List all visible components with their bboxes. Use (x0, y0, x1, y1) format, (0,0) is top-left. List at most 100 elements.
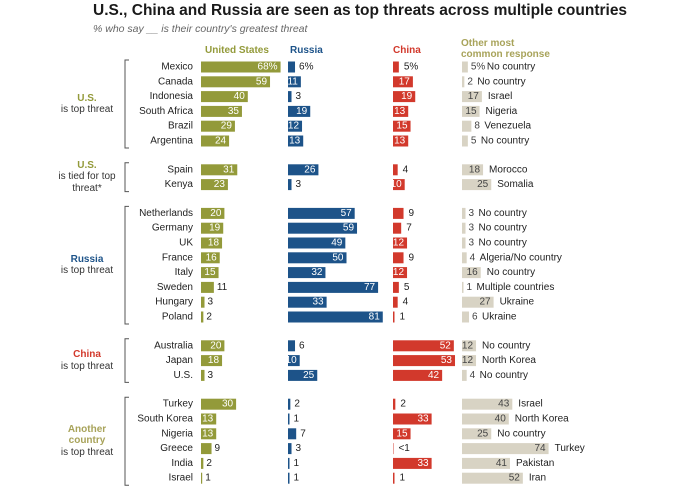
bar-other-france (462, 252, 467, 264)
other-country-argentina: No country (481, 136, 529, 147)
other-country-israel: Iran (529, 473, 546, 484)
bar-us-indonesia (201, 91, 248, 103)
value-other-u-s-: 4 (470, 370, 476, 381)
value-other-australia: 12 (462, 340, 474, 351)
bar-china-germany (393, 222, 402, 234)
group-label-bold: U.S. (77, 92, 97, 104)
value-china-mexico: 5% (404, 62, 419, 73)
bar-other-indonesia (462, 91, 482, 103)
chart-subtitle: % who say __ is their country's greatest… (93, 23, 308, 35)
bar-us-south-africa (201, 105, 242, 117)
value-china-canada: 17 (399, 76, 411, 87)
bar-china-hungary (393, 296, 398, 308)
value-china-uk: 12 (393, 238, 405, 249)
country-label-south-korea: South Korea (137, 414, 193, 425)
country-label-india: India (171, 458, 193, 469)
group-label-text: is top threat (60, 446, 114, 458)
value-other-italy: 16 (467, 267, 479, 278)
bar-china-japan (393, 355, 456, 367)
bar-china-turkey (393, 398, 396, 410)
value-china-australia: 52 (440, 340, 452, 351)
other-country-australia: No country (482, 340, 530, 351)
value-china-nigeria: 15 (396, 428, 408, 439)
group-bracket-4 (124, 396, 129, 486)
other-country-france: Algeria/No country (480, 252, 562, 263)
bar-china-south-korea (393, 413, 432, 425)
group-label-4: Another country is top threat (52, 424, 122, 459)
bar-other-netherlands (462, 207, 466, 219)
value-russia-brazil: 12 (288, 121, 300, 132)
value-us-netherlands: 20 (210, 208, 222, 219)
group-label-1: U.S. is tied for top threat* (52, 160, 122, 195)
country-label-spain: Spain (167, 164, 193, 175)
value-us-france: 16 (206, 252, 218, 263)
value-other-south-korea: 40 (495, 414, 507, 425)
country-label-canada: Canada (158, 76, 193, 87)
bar-other-uk (462, 237, 466, 249)
bar-other-israel (462, 472, 523, 484)
value-other-turkey: 43 (498, 399, 510, 410)
country-label-netherlands: Netherlands (139, 208, 193, 219)
bar-other-south-korea (462, 413, 509, 425)
bar-us-spain (201, 164, 238, 176)
value-us-spain: 31 (223, 164, 235, 175)
group-label-0: U.S. is top threat (52, 93, 122, 116)
other-country-nigeria: No country (497, 428, 545, 439)
value-other-france: 4 (470, 252, 476, 263)
bar-other-japan (462, 355, 477, 367)
value-china-hungary: 4 (403, 297, 409, 308)
value-russia-spain: 26 (304, 164, 316, 175)
other-country-india: Pakistan (516, 458, 554, 469)
bar-other-turkey (462, 398, 513, 410)
other-country-kenya: Somalia (497, 179, 534, 190)
value-us-uk: 18 (208, 238, 220, 249)
value-us-canada: 59 (256, 76, 268, 87)
bar-russia-france (288, 252, 347, 264)
value-china-indonesia: 19 (401, 91, 413, 102)
bar-china-canada (393, 76, 413, 88)
value-us-australia: 20 (210, 340, 222, 351)
value-us-poland: 2 (206, 312, 212, 323)
value-china-turkey: 2 (400, 399, 406, 410)
other-country-netherlands: No country (479, 208, 527, 219)
bar-russia-israel (288, 472, 290, 484)
other-country-uk: No country (479, 238, 527, 249)
country-label-turkey: Turkey (163, 399, 193, 410)
value-other-kenya: 25 (477, 179, 489, 190)
country-label-japan: Japan (166, 355, 193, 366)
value-us-italy: 15 (204, 267, 216, 278)
bar-us-hungary (201, 296, 205, 308)
bar-us-poland (201, 311, 204, 323)
value-other-poland: 6 (472, 312, 478, 323)
other-country-hungary: Ukraine (500, 297, 535, 308)
other-country-sweden: Multiple countries (477, 282, 555, 293)
value-us-turkey: 30 (222, 399, 234, 410)
bar-china-u-s- (393, 369, 443, 381)
value-us-sweden: 11 (217, 282, 228, 293)
group-label-text: is top threat (60, 360, 114, 372)
value-other-south-africa: 15 (465, 106, 477, 117)
value-us-argentina: 24 (215, 136, 227, 147)
value-china-france: 9 (409, 252, 415, 263)
bar-russia-canada (288, 76, 301, 88)
country-label-south-africa: South Africa (139, 106, 193, 117)
value-us-greece: 9 (215, 443, 221, 454)
country-label-mexico: Mexico (161, 62, 193, 73)
value-other-germany: 3 (469, 223, 475, 234)
value-other-argentina: 5 (471, 136, 477, 147)
country-label-sweden: Sweden (157, 282, 193, 293)
group-label-text: is tied for top threat* (58, 171, 116, 194)
country-label-greece: Greece (160, 443, 193, 454)
bar-china-australia (393, 340, 454, 352)
bar-other-nigeria (462, 428, 492, 440)
bar-us-italy (201, 267, 219, 279)
bar-us-israel (201, 472, 203, 484)
bar-russia-germany (288, 222, 358, 234)
bar-russia-kenya (288, 179, 292, 191)
country-label-kenya: Kenya (165, 179, 194, 190)
group-label-bold: China (73, 349, 101, 361)
country-label-brazil: Brazil (168, 121, 193, 132)
bar-us-uk (201, 237, 223, 249)
bar-us-kenya (201, 179, 228, 191)
